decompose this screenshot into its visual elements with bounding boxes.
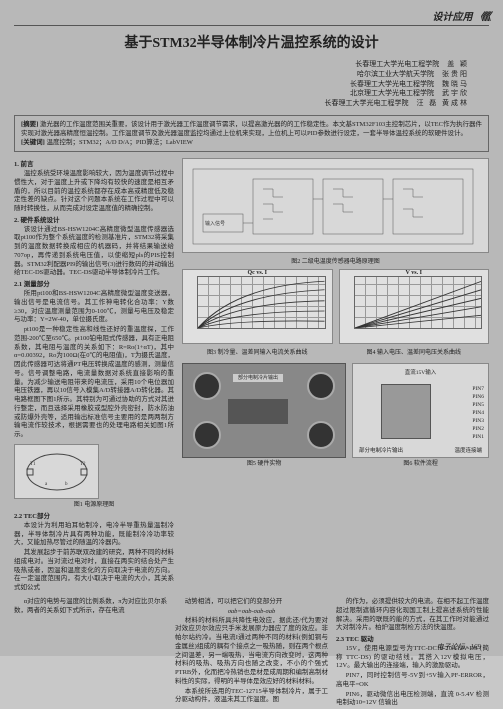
abstract-label: [摘要] [21, 121, 38, 128]
paragraph: 动势相消，可以把它们的变部分开 [175, 598, 328, 607]
pin-right-label: 温度连接端 [454, 446, 482, 454]
paragraph: 所用pt100和BS-HSW1204C高精度微型温度变送器，输出信号是电流信号。… [14, 290, 174, 325]
chip-body-icon [381, 384, 431, 439]
svg-text:T2: T2 [80, 462, 86, 467]
paragraph: α对应的电势与温度的比例系数，π为对应比贝尔系数，两者的关系如下式所示，存在电流 [14, 598, 167, 616]
capacitor-icon [307, 372, 335, 400]
figure-5-pcb: 部分电制冷片输出 [182, 363, 346, 458]
footer-columns: α对应的电势与温度的比例系数，π为对应比贝尔系数，两者的关系如下式所示，存在电流… [14, 598, 489, 709]
main-content: 1. 前言 温控系统受环境温度影响较大，因为温度调节过程中惯性大，对于温度上升或… [14, 158, 489, 594]
fig3-caption: 图3 制冷量、温差同输入电流关系曲线 [182, 347, 333, 356]
affil: 长春理工大学光电工程学院 [350, 80, 434, 88]
section-label: 设计应用 [433, 12, 473, 23]
affil: 长春理工大学光电工程学院 [325, 99, 409, 107]
footer-col-2: 动势相消，可以把它们的变部分开 σab=σab-σab-σab 材料的材料所具共… [175, 598, 328, 709]
author-name: 盖 颖 [447, 60, 469, 68]
section-2-title: 2. 硬件系统设计 [14, 217, 174, 226]
chart-row: Qc vs. I V vs. I [182, 269, 489, 344]
section-1-title: 1. 前言 [14, 161, 174, 170]
left-column: 1. 前言 温控系统受环境温度影响较大，因为温度调节过程中惯性大，对于温度上升或… [14, 158, 174, 594]
figure-6-pinout: 直流15V输入 PIN7 PIN6 PIN5 PIN4 PIN3 PIN2 PI… [352, 363, 489, 458]
author-name: 张贵阳 [442, 70, 469, 78]
affil: 长春理工大学光电工程学院 [355, 60, 439, 68]
curves-icon [198, 277, 325, 328]
abstract-text: 激光器的工作温度范围关重要，该设计用于激光器工作温度调节需求，以提高激光器的的工… [21, 121, 482, 137]
chart-grid [197, 276, 326, 329]
section-22-title: 2.2 TEC部分 [14, 513, 174, 522]
terminal-label: 部分电制冷片输出 [233, 374, 283, 382]
circuit-icon: T1 T2 a b [15, 445, 100, 500]
paragraph: PIN6，驱动微信出电压检测端，直流 0-5.4V 检测电制动10=12V 信输… [336, 691, 489, 709]
paragraph: PIN7，同时控制信号-5V到+5V输入PF-ERROR，高电平=OK [336, 672, 489, 690]
author-name: 武宇欣 [442, 89, 469, 97]
pin-label: PIN7 [472, 386, 484, 392]
paragraph: 本设计为利用珀耳帖制冷，电冷半导重热量温制冷器，半导体制冷片具有两种功能，既能制… [14, 522, 174, 548]
header-decoration: 《《《 [475, 12, 489, 23]
bottom-figure-row: 部分电制冷片输出 直流15V输入 PIN7 PIN6 PIN5 PIN4 PIN… [182, 363, 489, 458]
page-container: 设计应用 《《《 基于STM32半导体制冷片温控系统的设计 长春理工大学光电工程… [0, 0, 503, 656]
pin-label: PIN2 [472, 426, 484, 432]
pin-top-label: 直流15V输入 [353, 368, 488, 376]
paragraph: 温控系统受环境温度影响较大，因为温度调节过程中惯性大，对于温度上升或下降均有较快… [14, 170, 174, 214]
capacitor-icon [307, 421, 335, 449]
chip-icon [228, 399, 288, 424]
page-number: 电子论坛 - 169 - [437, 642, 485, 652]
pin-label: PIN5 [472, 402, 484, 408]
author-name: 汪 磊 黄成林 [417, 99, 470, 107]
keywords-label: [关键词] [21, 139, 45, 146]
fig2-caption: 图2 二级电温度传感器电路原理图 [182, 256, 489, 265]
paper-title: 基于STM32半导体制冷片温控系统的设计 [14, 32, 489, 52]
paragraph: 该设计通过BS-HSW1204C高精度微型温度传感器选取pt100作为整个系统温… [14, 226, 174, 279]
chart-grid [354, 276, 483, 329]
footer-col-3: 的作为，必须提供较大的电流。在相不起工作温度超过限制遮循环内容化现国工制上提高述… [336, 598, 489, 709]
paragraph: 的作为，必须提供较大的电流。在相不起工作温度超过限制遮循环内容化现国工制上提高述… [336, 598, 489, 633]
fig6-caption: 图6 软件流程 [352, 458, 489, 467]
formula: σab=σab-σab-σab [175, 608, 328, 617]
author-block: 长春理工大学光电工程学院盖 颖 哈尔滨工业大学航天学院张贵阳 长春理工大学光电工… [14, 60, 489, 109]
paragraph: 其发展起步于前苏联双改建的研究，两种不同的材料组成电对。当对流过电对时，直接在两… [14, 549, 174, 593]
paragraph: pt100是一种稳定性高和线性还好的重温度探，工作范围-200℃至650℃。pt… [14, 326, 174, 440]
figure-1: T1 T2 a b [14, 444, 99, 499]
paragraph: 本系统所选用的TEC-12715半导体制冷片，属于工分驱动构件，液温未其工作温度… [175, 688, 328, 706]
capacitor-icon [193, 421, 221, 449]
section-header: 设计应用 《《《 [14, 8, 489, 26]
svg-text:b: b [65, 482, 68, 487]
figure-2-schematic: 输入信号 [182, 158, 489, 253]
affil: 北京理工大学光电工程学院 [350, 89, 434, 97]
fig1-caption: 图1 电源原理图 [14, 501, 174, 509]
right-column: 输入信号 图2 二级电温度传感器电路原理图 Qc vs. I [182, 158, 489, 594]
pin-label: PIN4 [472, 410, 484, 416]
pin-bl-label: 部分电制冷片输出 [359, 446, 403, 454]
pin-label: PIN1 [472, 434, 484, 440]
author-name: 魏晓马 [442, 80, 469, 88]
paragraph: 材料的材料所具共降性电效应，据此还/代为要对对效应贝尔效应只手米发展原力器应了度… [175, 617, 328, 687]
keywords-text: 温度控制；STM32；A/D D/A；PID算法；LabVIEW [46, 139, 192, 146]
fig5-caption: 图5 硬件实物 [182, 458, 346, 467]
section-21-title: 2.1 测量部分 [14, 281, 174, 290]
svg-text:a: a [45, 482, 48, 487]
schematic-icon: 输入信号 [183, 159, 488, 254]
pin-label: PIN3 [472, 418, 484, 424]
figure-3-chart: Qc vs. I [182, 269, 333, 344]
footer-col-1: α对应的电势与温度的比例系数，π为对应比贝尔系数，两者的关系如下式所示，存在电流 [14, 598, 167, 709]
svg-text:T1: T1 [30, 462, 36, 467]
affil: 哈尔滨工业大学航天学院 [357, 70, 434, 78]
fig4-caption: 图4 输入电压、温差同电压关系曲线 [339, 347, 490, 356]
abstract-box: [摘要] 激光器的工作温度范围关重要，该设计用于激光器工作温度调节需求，以提高激… [14, 115, 489, 152]
figure-4-chart: V vs. I [339, 269, 490, 344]
schematic-input-label: 输入信号 [205, 220, 225, 227]
curves-icon [355, 277, 482, 328]
pin-label: PIN6 [472, 394, 484, 400]
capacitor-icon [193, 372, 221, 400]
